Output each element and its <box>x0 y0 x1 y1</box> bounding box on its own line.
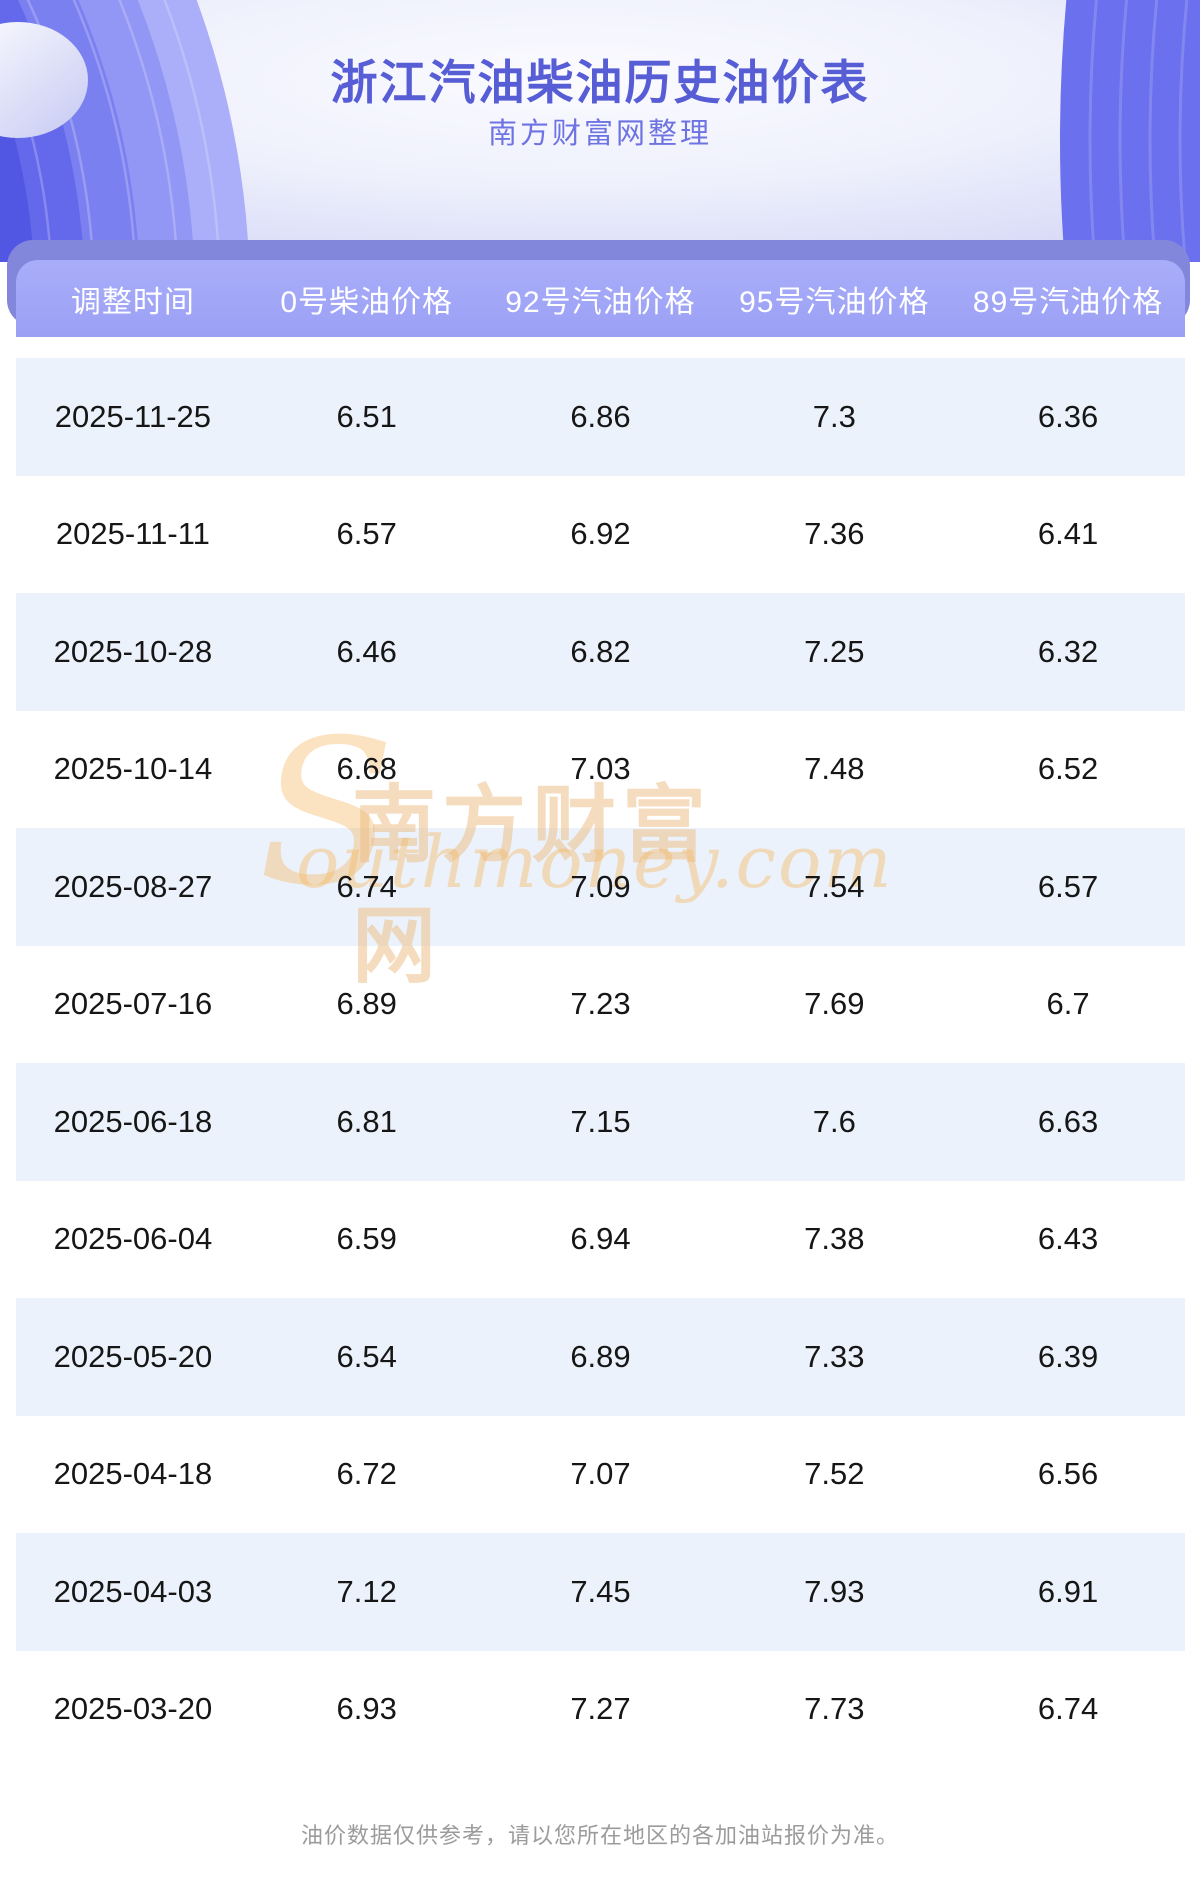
table-row: 2025-04-18 6.72 7.07 7.52 6.56 <box>16 1416 1185 1534</box>
cell-diesel0-price: 6.46 <box>336 633 397 669</box>
cell-adjust-date: 2025-05-20 <box>53 1338 213 1374</box>
cell-diesel0-price: 6.51 <box>336 398 397 434</box>
cell-gas89-price: 6.52 <box>1037 751 1099 787</box>
cell-gas95-price: 7.38 <box>804 1221 865 1257</box>
cell-diesel0-price: 6.57 <box>336 516 397 552</box>
table-row: 2025-06-18 6.81 7.15 7.6 6.63 <box>16 1063 1185 1181</box>
page-title: 浙江汽油柴油历史油价表 <box>330 56 870 109</box>
cell-diesel0-price: 6.93 <box>336 1691 397 1727</box>
cell-gas92-price: 6.92 <box>570 516 631 552</box>
table-row: 2025-06-04 6.59 6.94 7.38 6.43 <box>16 1181 1185 1299</box>
table-row: 2025-03-20 6.93 7.27 7.73 6.74 <box>16 1651 1185 1769</box>
cell-gas89-price: 6.39 <box>1037 1338 1099 1374</box>
cell-gas89-price: 6.32 <box>1037 633 1099 669</box>
cell-adjust-date: 2025-04-18 <box>53 1456 213 1492</box>
cell-gas92-price: 7.09 <box>570 868 631 904</box>
page-subtitle: 南方财富网整理 <box>487 118 712 150</box>
cell-diesel0-price: 6.89 <box>336 986 397 1022</box>
right-arcs <box>1060 0 1200 262</box>
table-row: 2025-10-14 6.68 7.03 7.48 6.52 <box>16 711 1185 829</box>
cell-diesel0-price: 6.54 <box>336 1338 397 1374</box>
column-header: 89号汽油价格 <box>972 285 1164 319</box>
table-row: 2025-11-11 6.57 6.92 7.36 6.41 <box>16 476 1185 594</box>
column-header: 调整时间 <box>70 285 195 319</box>
cell-gas95-price: 7.25 <box>804 633 865 669</box>
table-row: 2025-08-27 6.74 7.09 7.54 6.57 <box>16 828 1185 946</box>
cell-gas89-price: 6.57 <box>1037 868 1099 904</box>
cell-gas92-price: 6.82 <box>570 633 631 669</box>
column-header: 0号柴油价格 <box>280 285 454 319</box>
cell-diesel0-price: 6.68 <box>336 751 397 787</box>
cell-gas95-price: 7.93 <box>804 1573 865 1609</box>
cell-gas95-price: 7.48 <box>804 751 865 787</box>
cell-gas89-price: 6.74 <box>1037 1691 1099 1727</box>
cell-adjust-date: 2025-10-28 <box>53 633 213 669</box>
cell-gas92-price: 6.86 <box>570 398 631 434</box>
footer-note: 油价数据仅供参考，请以您所在地区的各加油站报价为准。 <box>300 1823 899 1848</box>
table-body: 2025-11-25 6.51 6.86 7.3 6.36 2025-11-11… <box>16 358 1185 1768</box>
cell-adjust-date: 2025-07-16 <box>53 986 213 1022</box>
cell-gas92-price: 7.15 <box>570 1103 631 1139</box>
cell-gas92-price: 6.94 <box>570 1221 631 1257</box>
table-row: 2025-05-20 6.54 6.89 7.33 6.39 <box>16 1298 1185 1416</box>
cell-diesel0-price: 6.81 <box>336 1103 397 1139</box>
cell-gas95-price: 7.52 <box>804 1456 865 1492</box>
cell-gas89-price: 6.56 <box>1037 1456 1099 1492</box>
cell-gas89-price: 6.41 <box>1037 516 1099 552</box>
table-row: 2025-07-16 6.89 7.23 7.69 6.7 <box>16 946 1185 1064</box>
cell-gas92-price: 7.45 <box>570 1573 631 1609</box>
cell-gas92-price: 6.89 <box>570 1338 631 1374</box>
cell-gas95-price: 7.73 <box>804 1691 865 1727</box>
cell-adjust-date: 2025-11-25 <box>54 398 212 434</box>
cell-gas95-price: 7.3 <box>812 398 856 434</box>
cell-diesel0-price: 6.74 <box>336 868 397 904</box>
cell-adjust-date: 2025-11-11 <box>55 516 210 552</box>
column-header: 92号汽油价格 <box>505 285 696 319</box>
cell-gas95-price: 7.36 <box>804 516 865 552</box>
banner-decoration <box>0 0 1200 262</box>
cell-gas89-price: 6.91 <box>1037 1573 1099 1609</box>
cell-diesel0-price: 6.59 <box>336 1221 397 1257</box>
cell-gas92-price: 7.27 <box>570 1691 631 1727</box>
cell-gas95-price: 7.54 <box>804 868 865 904</box>
cell-gas92-price: 7.23 <box>570 986 631 1022</box>
table-row: 2025-04-03 7.12 7.45 7.93 6.91 <box>16 1533 1185 1651</box>
banner: 浙江汽油柴油历史油价表 南方财富网整理 <box>0 0 1200 262</box>
cell-adjust-date: 2025-08-27 <box>53 868 213 904</box>
cell-adjust-date: 2025-03-20 <box>53 1691 213 1727</box>
cell-gas89-price: 6.43 <box>1037 1221 1099 1257</box>
cell-adjust-date: 2025-06-18 <box>53 1103 213 1139</box>
cell-gas95-price: 7.69 <box>804 986 865 1022</box>
table-header-row: 调整时间 0号柴油价格 92号汽油价格 95号汽油价格 89号汽油价格 <box>16 260 1185 337</box>
cell-gas92-price: 7.07 <box>570 1456 631 1492</box>
cell-gas95-price: 7.6 <box>812 1103 856 1139</box>
cell-adjust-date: 2025-10-14 <box>53 751 213 787</box>
cell-gas89-price: 6.63 <box>1037 1103 1099 1139</box>
cell-diesel0-price: 7.12 <box>336 1573 397 1609</box>
table-row: 2025-11-25 6.51 6.86 7.3 6.36 <box>16 358 1185 476</box>
column-header: 95号汽油价格 <box>739 285 930 319</box>
cell-gas95-price: 7.33 <box>804 1338 865 1374</box>
table-row: 2025-10-28 6.46 6.82 7.25 6.32 <box>16 593 1185 711</box>
cell-gas89-price: 6.36 <box>1037 398 1099 434</box>
cell-adjust-date: 2025-06-04 <box>53 1221 213 1257</box>
cell-adjust-date: 2025-04-03 <box>53 1573 213 1609</box>
cell-gas92-price: 7.03 <box>570 751 631 787</box>
light-circle <box>0 22 88 138</box>
cell-gas89-price: 6.7 <box>1046 986 1090 1022</box>
cell-diesel0-price: 6.72 <box>336 1456 397 1492</box>
